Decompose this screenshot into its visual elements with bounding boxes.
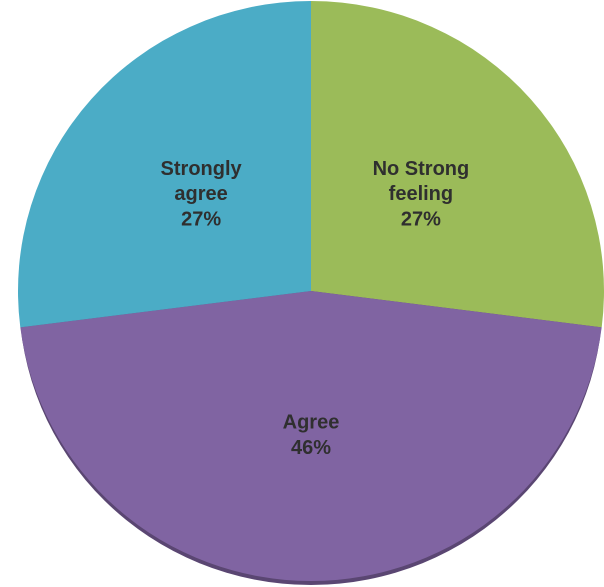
slice-label-line: Strongly xyxy=(161,158,243,180)
slice-value-label: 46% xyxy=(291,437,331,459)
slice-value-label: 27% xyxy=(401,208,441,230)
pie-slice xyxy=(17,1,311,328)
slice-label-line: Agree xyxy=(283,412,340,434)
slice-label: Agree xyxy=(283,412,340,434)
slice-label: No Strong feeling xyxy=(373,158,470,205)
slice-value-label: 27% xyxy=(181,208,221,230)
slice-label-line: agree xyxy=(174,183,227,205)
pie-slice xyxy=(20,291,602,581)
slice-label: Strongly agree xyxy=(161,158,243,205)
pie-slice xyxy=(311,1,604,328)
slice-label-line: No Strong xyxy=(373,158,470,180)
slice-label-line: feeling xyxy=(389,183,453,205)
